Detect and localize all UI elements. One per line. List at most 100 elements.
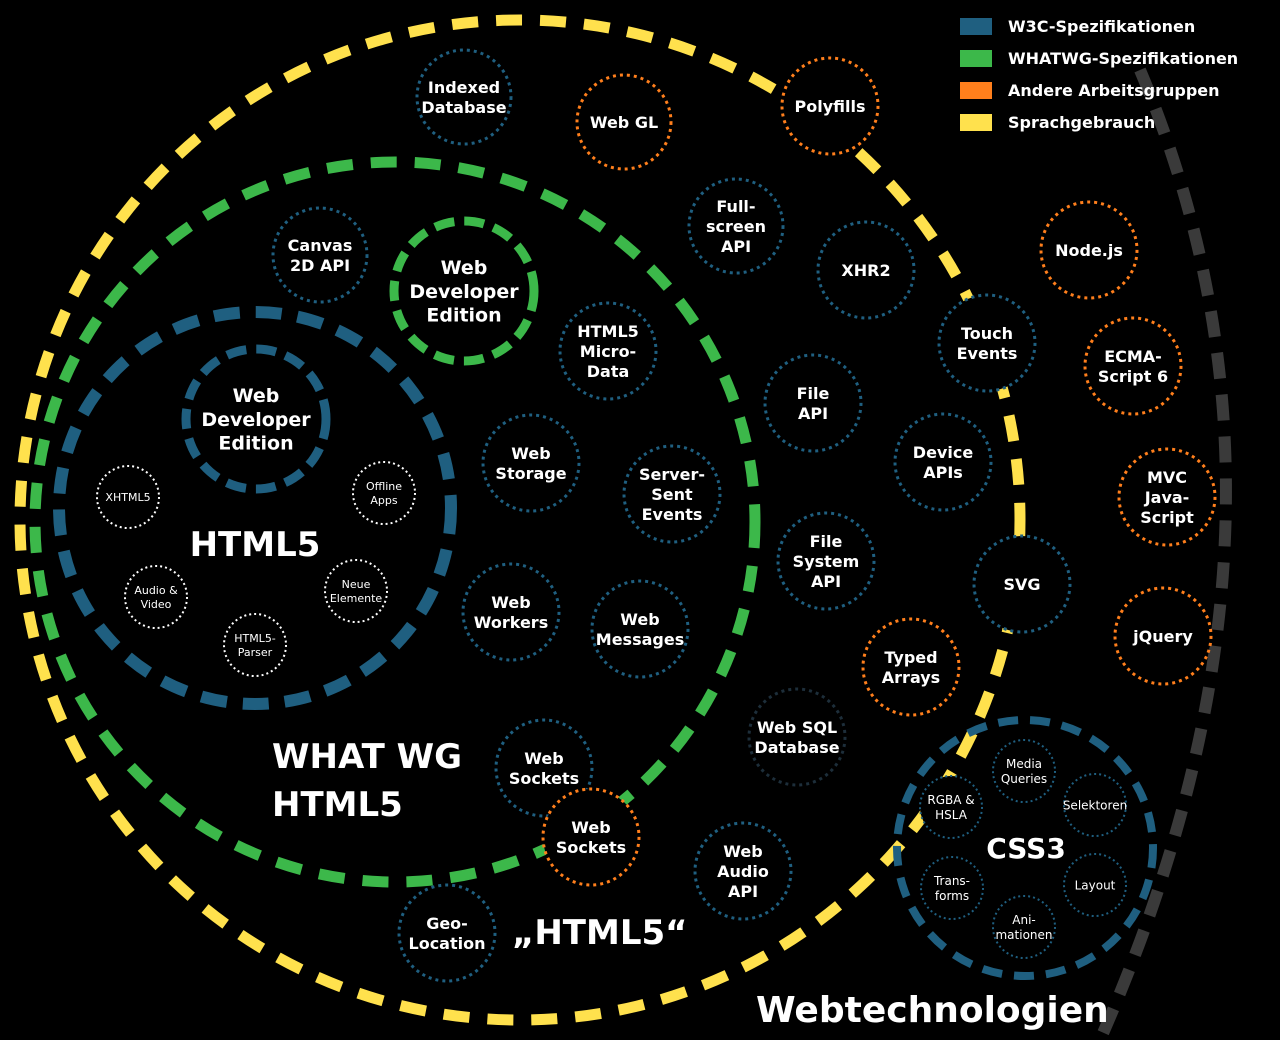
- node-xhr2: XHR2: [816, 220, 916, 320]
- ring-whatwg: [29, 156, 761, 888]
- node-svg: SVG: [972, 534, 1072, 634]
- node-label-touch: Events: [957, 344, 1018, 363]
- node-ring-audio-api: [693, 821, 793, 921]
- node-label-audio-api: API: [728, 882, 758, 901]
- node-label-transforms: forms: [935, 889, 969, 903]
- node-ring-websql: [747, 687, 847, 787]
- node-ring-indexed-db: [415, 48, 513, 146]
- node-label-wde-blue: Web: [233, 385, 280, 407]
- node-label-sockets-blue: Web: [524, 749, 563, 768]
- label-html5-usage: „HTML5“: [512, 913, 688, 953]
- node-label-workers: Web: [491, 593, 530, 612]
- legend-label-whatwg: WHATWG-Spezifikationen: [1008, 48, 1239, 68]
- node-xhtml5: XHTML5: [96, 465, 160, 529]
- node-ring-polyfills: [780, 56, 880, 156]
- legend-item-w3c: W3C-Spezifikationen: [960, 10, 1238, 42]
- node-label-audio-api: Web: [723, 842, 762, 861]
- node-label-file-api: API: [798, 404, 828, 423]
- node-ring-webgl: [575, 73, 673, 171]
- node-webgl: Web GL: [575, 73, 673, 171]
- node-label-sockets-orange: Sockets: [556, 838, 626, 857]
- node-label-webstorage: Storage: [495, 464, 566, 483]
- legend-item-whatwg: WHATWG-Spezifikationen: [960, 42, 1238, 74]
- node-ring-touch: [937, 293, 1037, 393]
- label-whatwg-line2: HTML5: [272, 785, 403, 825]
- label-whatwg-line1: WHAT WG: [272, 737, 462, 777]
- node-label-rgba: HSLA: [935, 808, 968, 822]
- node-label-audio-video: Video: [141, 598, 172, 611]
- node-label-ecma: Script 6: [1098, 367, 1168, 386]
- node-label-webstorage: Web: [511, 444, 550, 463]
- node-polyfills: Polyfills: [780, 56, 880, 156]
- node-label-fullscreen: API: [721, 237, 751, 256]
- node-label-animationen: mationen: [995, 928, 1052, 942]
- node-ring-wde-green: [389, 216, 539, 366]
- node-ring-sockets-orange: [541, 787, 641, 887]
- node-ring-canvas: [271, 206, 369, 304]
- node-ring-neue: [324, 559, 388, 623]
- node-label-polyfills: Polyfills: [795, 97, 866, 116]
- outer-webtech-arc: [1094, 67, 1232, 1040]
- node-label-fs-api: System: [793, 552, 860, 571]
- node-label-sockets-orange: Web: [571, 818, 610, 837]
- node-label-selektoren: Selektoren: [1063, 798, 1127, 812]
- node-ring-sse: [622, 444, 722, 544]
- node-label-indexed-db: Indexed: [428, 78, 500, 97]
- node-label-wde-blue: Edition: [218, 433, 293, 455]
- node-label-sse: Events: [642, 505, 703, 524]
- node-label-mvc: Script: [1140, 508, 1194, 527]
- node-ring-layout: [1063, 853, 1127, 917]
- legend-swatch-other: [960, 81, 992, 99]
- node-animationen: Ani-mationen: [992, 895, 1056, 959]
- node-ring-wde-blue: [181, 344, 331, 494]
- node-label-media-q: Media: [1006, 757, 1042, 771]
- node-jquery: jQuery: [1113, 586, 1213, 686]
- node-label-fullscreen: screen: [706, 217, 766, 236]
- node-label-wde-green: Developer: [409, 281, 519, 303]
- node-label-fs-api: File: [810, 532, 843, 551]
- node-ring-messages: [590, 579, 690, 679]
- node-label-sockets-blue: Sockets: [509, 769, 579, 788]
- node-ring-nodejs: [1039, 200, 1139, 300]
- node-ring-fullscreen: [687, 177, 785, 275]
- node-label-offline: Apps: [370, 494, 397, 507]
- node-ring-jquery: [1113, 586, 1213, 686]
- node-ring-parser: [223, 613, 287, 677]
- node-label-audio-api: Audio: [717, 862, 769, 881]
- node-ecma: ECMA-Script 6: [1083, 316, 1183, 416]
- node-label-svg: SVG: [1003, 575, 1040, 594]
- node-ring-xhtml5: [96, 465, 160, 529]
- node-audio-video: Audio &Video: [124, 565, 188, 629]
- legend-swatch-w3c: [960, 17, 992, 35]
- node-ring-microdata: [558, 301, 658, 401]
- legend: W3C-Spezifikationen WHATWG-Spezifikation…: [960, 10, 1238, 138]
- node-ring-device: [893, 412, 993, 512]
- node-label-device: Device: [913, 443, 974, 462]
- node-label-ecma: ECMA-: [1104, 347, 1162, 366]
- node-label-device: APIs: [923, 463, 963, 482]
- node-label-xhtml5: XHTML5: [105, 491, 150, 504]
- node-label-messages: Messages: [596, 630, 684, 649]
- ring-html5-usage: [14, 14, 1026, 1026]
- node-label-rgba: RGBA &: [927, 793, 974, 807]
- label-webtech: Webtechnologien: [756, 990, 1109, 1031]
- node-label-microdata: Data: [587, 362, 630, 381]
- node-label-wde-green: Web: [441, 257, 488, 279]
- node-parser: HTML5-Parser: [223, 613, 287, 677]
- node-ring-media-q: [992, 739, 1056, 803]
- node-label-sse: Server-: [639, 465, 705, 484]
- node-label-messages: Web: [620, 610, 659, 629]
- node-label-websql: Database: [754, 738, 839, 757]
- node-label-microdata: HTML5: [577, 322, 639, 341]
